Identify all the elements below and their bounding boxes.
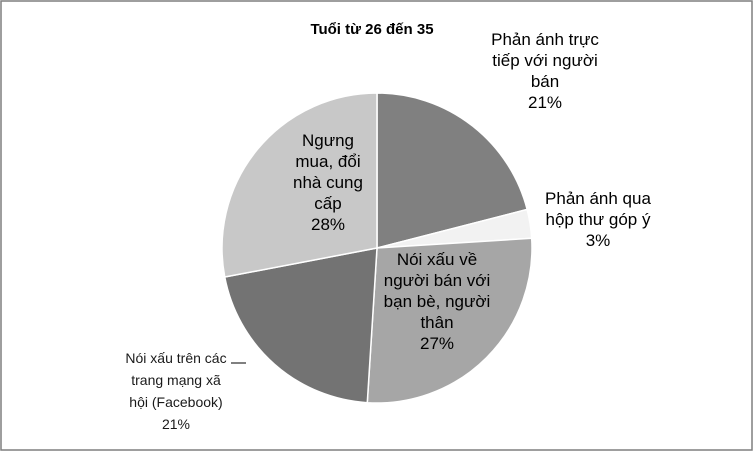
slice-label-line: tiếp với người bbox=[492, 51, 598, 70]
pie-slice-1 bbox=[376, 92, 529, 249]
slice-label-4: Nói xấu trên các trang mạng xã hội (Facebo… bbox=[125, 350, 226, 432]
chart-title: Tuổi từ 26 đến 35 bbox=[310, 21, 433, 38]
slice-label-line: mua, đổi bbox=[295, 152, 360, 171]
slice-label-line: thân bbox=[420, 313, 453, 332]
slice-label-line: cấp bbox=[314, 194, 341, 213]
slice-label-line: Phản ánh qua bbox=[545, 189, 651, 208]
slice-label-line: hộp thư góp ý bbox=[546, 210, 651, 229]
pie-slice-4 bbox=[223, 247, 378, 404]
slice-label-line: người bán với bbox=[384, 271, 490, 290]
pie-slice-3 bbox=[366, 237, 533, 404]
slice-label-line: Nói xấu trên các bbox=[125, 350, 226, 366]
slice-label-2: Phản ánh qua hộp thư góp ý 3% bbox=[545, 189, 651, 250]
slice-percent-label: 21% bbox=[528, 93, 562, 112]
slice-label-line: Phản ánh trực bbox=[491, 30, 599, 49]
slice-label-line: trang mạng xã bbox=[131, 372, 221, 388]
slice-percent-label: 3% bbox=[586, 231, 611, 250]
slice-percent-label: 27% bbox=[420, 334, 454, 353]
slice-label-line: Ngưng bbox=[302, 131, 354, 150]
slice-percent-label: 28% bbox=[311, 215, 345, 234]
slice-percent-label: 21% bbox=[162, 416, 190, 432]
slice-label-3: Nói xấu về người bán với bạn bè, người thân… bbox=[384, 250, 491, 353]
slice-label-1: Phản ánh trực tiếp với người bán 21% bbox=[491, 30, 599, 112]
slice-label-line: hội (Facebook) bbox=[129, 394, 222, 410]
pie-slice-5 bbox=[221, 92, 378, 278]
pie-labels: Phản ánh trực tiếp với người bán 21%Phản án… bbox=[125, 30, 651, 432]
slice-label-line: bán bbox=[531, 72, 559, 91]
slice-label-5: Ngưng mua, đổi nhà cung cấp 28% bbox=[293, 131, 363, 234]
pie-slices bbox=[221, 92, 533, 404]
slice-label-line: nhà cung bbox=[293, 173, 363, 192]
slice-label-line: Nói xấu về bbox=[397, 250, 477, 269]
slice-label-line: bạn bè, người bbox=[384, 292, 491, 311]
